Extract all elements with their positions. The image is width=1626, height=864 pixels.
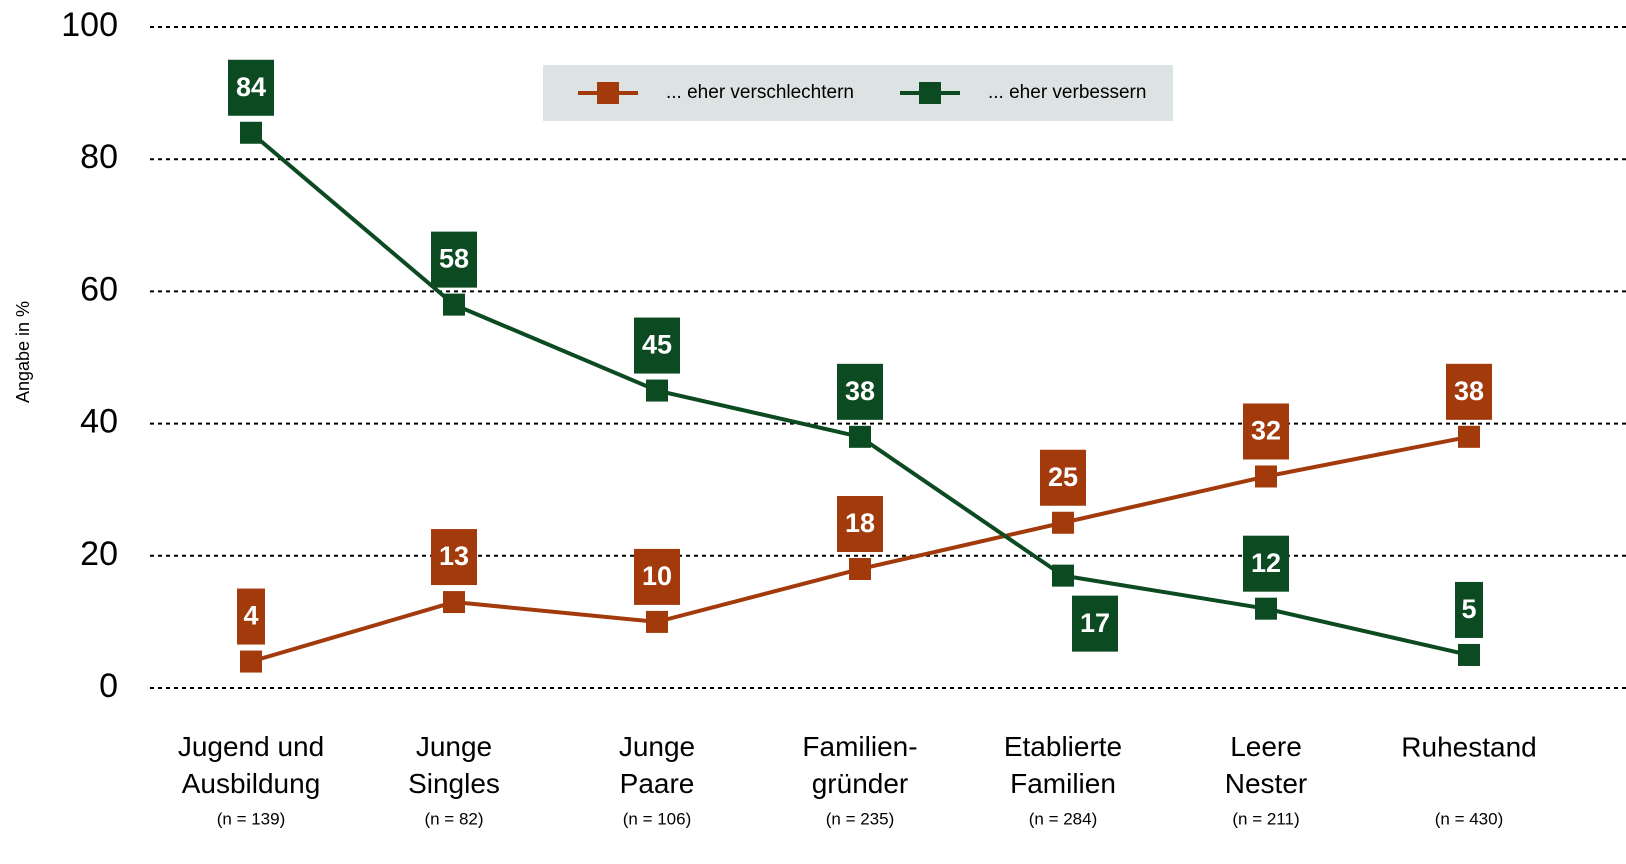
marker — [443, 293, 465, 316]
marker — [1052, 511, 1074, 534]
marker — [1052, 564, 1074, 587]
marker — [646, 610, 668, 633]
x-tick-label: Junge Singles — [408, 731, 500, 799]
x-tick-label: Junge Paare — [619, 731, 695, 799]
y-tick-label: 0 — [99, 667, 118, 705]
marker — [1255, 597, 1277, 620]
x-tick-label: Ruhestand — [1401, 731, 1536, 762]
label-box — [1040, 449, 1086, 506]
data-label: 25 — [1048, 462, 1078, 492]
legend-box — [543, 65, 1173, 121]
data-label: 17 — [1080, 608, 1110, 638]
category-note: (n = 211) — [1232, 809, 1299, 828]
label-box — [1455, 581, 1483, 638]
marker — [1255, 465, 1277, 488]
marker — [240, 650, 262, 673]
x-tick-label: Jugend und Ausbildung — [178, 731, 324, 799]
x-tick-label: Leere Nester — [1225, 731, 1307, 799]
data-label: 32 — [1251, 416, 1281, 446]
category-note: (n = 106) — [623, 809, 692, 828]
label-box — [634, 317, 680, 374]
data-label: 5 — [1461, 594, 1476, 624]
data-label: 4 — [243, 601, 258, 631]
data-label: 13 — [439, 541, 469, 571]
data-label: 10 — [642, 561, 672, 591]
category-note: (n = 235) — [826, 809, 895, 828]
data-label: 38 — [845, 376, 875, 406]
x-tick-label: Familien-gründer — [802, 731, 917, 799]
marker — [1458, 643, 1480, 666]
marker — [646, 379, 668, 402]
data-label: 58 — [439, 244, 469, 274]
marker — [1458, 425, 1480, 448]
label-box — [1072, 595, 1118, 652]
label-box — [431, 231, 477, 288]
data-label: 12 — [1251, 548, 1281, 578]
data-label: 84 — [236, 72, 266, 102]
legend-label: ... eher verbessern — [988, 82, 1146, 103]
y-tick-label: 80 — [80, 138, 118, 176]
label-box — [1243, 403, 1289, 460]
label-box — [431, 529, 477, 586]
marker — [240, 121, 262, 144]
label-box — [228, 59, 274, 116]
x-tick-label: Etablierte Familien — [1004, 731, 1122, 799]
legend-label: ... eher verschlechtern — [666, 82, 854, 103]
category-note: (n = 82) — [424, 809, 483, 828]
label-box — [634, 548, 680, 605]
category-note: (n = 139) — [217, 809, 286, 828]
data-label: 45 — [642, 330, 672, 360]
label-box — [837, 363, 883, 420]
label-box — [837, 496, 883, 553]
y-axis-label: Angabe in % — [13, 301, 33, 403]
legend-marker — [597, 82, 619, 104]
category-note: (n = 284) — [1029, 809, 1098, 828]
y-tick-label: 100 — [61, 6, 118, 44]
legend-marker — [919, 82, 941, 104]
marker — [443, 591, 465, 614]
data-label: 38 — [1454, 376, 1484, 406]
label-box — [237, 588, 265, 645]
marker — [849, 425, 871, 448]
data-label: 18 — [845, 508, 875, 538]
y-tick-label: 40 — [80, 403, 118, 441]
label-box — [1446, 363, 1492, 420]
category-note: (n = 430) — [1435, 809, 1504, 828]
marker — [849, 558, 871, 581]
y-tick-label: 60 — [80, 270, 118, 308]
y-tick-label: 20 — [80, 535, 118, 573]
label-box — [1243, 535, 1289, 592]
